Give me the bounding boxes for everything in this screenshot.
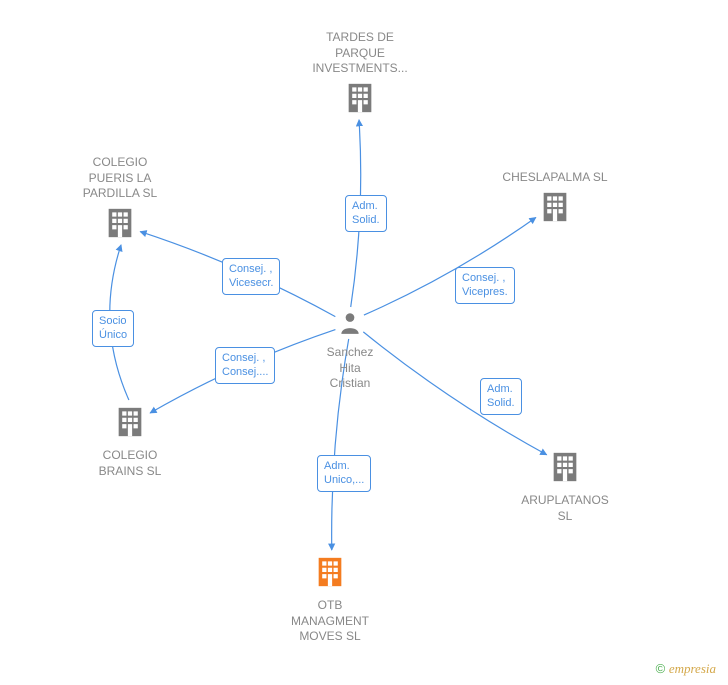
node-label-tardes: TARDES DE PARQUE INVESTMENTS... <box>300 30 420 77</box>
center-node-person[interactable]: Sanchez Hita Cristian <box>290 310 410 392</box>
edge-label-person-cheslapalma[interactable]: Consej. , Vicepres. <box>455 267 515 304</box>
watermark: © empresia <box>656 661 716 677</box>
edge-label-person-aruplatanos[interactable]: Adm. Solid. <box>480 378 522 415</box>
node-otb[interactable]: OTB MANAGMENT MOVES SL <box>270 555 390 645</box>
edge-label-person-brains[interactable]: Consej. , Consej.... <box>215 347 275 384</box>
edge-label-brains-pueris[interactable]: Socio Único <box>92 310 134 347</box>
edge-label-person-pueris[interactable]: Consej. , Vicesecr. <box>222 258 280 295</box>
node-aruplatanos[interactable]: ARUPLATANOS SL <box>505 450 625 524</box>
building-icon <box>538 190 572 229</box>
node-brains[interactable]: COLEGIO BRAINS SL <box>70 405 190 479</box>
person-icon <box>337 310 363 341</box>
brand-name: empresia <box>669 661 716 676</box>
building-icon <box>313 555 347 594</box>
edge-label-person-tardes[interactable]: Adm. Solid. <box>345 195 387 232</box>
node-label-pueris: COLEGIO PUERIS LA PARDILLA SL <box>60 155 180 202</box>
node-cheslapalma[interactable]: CHESLAPALMA SL <box>495 170 615 229</box>
node-pueris[interactable]: COLEGIO PUERIS LA PARDILLA SL <box>60 155 180 245</box>
node-label-brains: COLEGIO BRAINS SL <box>70 448 190 479</box>
node-tardes[interactable]: TARDES DE PARQUE INVESTMENTS... <box>300 30 420 120</box>
node-label-cheslapalma: CHESLAPALMA SL <box>495 170 615 186</box>
center-node-label: Sanchez Hita Cristian <box>290 345 410 392</box>
building-icon <box>113 405 147 444</box>
building-icon <box>103 206 137 245</box>
building-icon <box>548 450 582 489</box>
edge-label-person-otb[interactable]: Adm. Unico,... <box>317 455 371 492</box>
node-label-aruplatanos: ARUPLATANOS SL <box>505 493 625 524</box>
node-label-otb: OTB MANAGMENT MOVES SL <box>270 598 390 645</box>
building-icon <box>343 81 377 120</box>
copyright-symbol: © <box>656 661 666 676</box>
